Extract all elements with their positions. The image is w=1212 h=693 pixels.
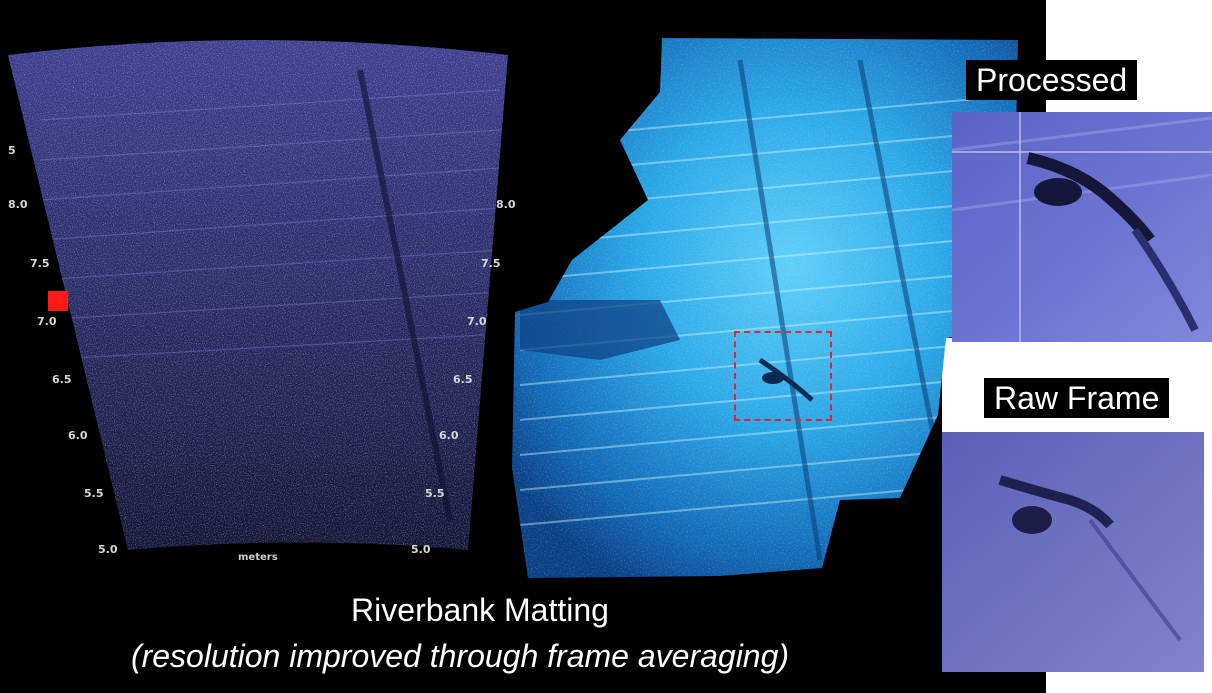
left-axis-tick: 6.0 [68,429,88,442]
left-axis-tick: 8.0 [8,198,28,211]
right-axis-tick: 7.0 [467,315,487,328]
left-axis-tick: 5.5 [84,487,104,500]
target-highlight-box [734,331,832,421]
raw-frame-inset [942,432,1204,672]
left-axis-tick: 5.0 [98,543,118,556]
left-axis-tick: 7.0 [37,315,57,328]
caption-title: Riverbank Matting [351,592,609,628]
axis-unit-label: meters [238,552,278,563]
left-axis-tick: 6.5 [52,373,72,386]
right-axis-tick: 6.0 [439,429,459,442]
right-axis-tick: 7.5 [481,257,501,270]
raw-frame-label: Raw Frame [984,378,1170,418]
right-axis-tick: 6.5 [453,373,473,386]
processed-inset [952,112,1212,342]
caption-subtitle: (resolution improved through frame avera… [130,638,790,674]
left-axis-tick: 7.5 [30,257,50,270]
right-axis-tick: 8.0 [496,198,516,211]
right-axis-tick: 5.5 [425,487,445,500]
processed-label: Processed [966,60,1138,100]
position-marker [48,291,68,311]
left-axis-tick: 5 [8,144,16,157]
right-axis-tick: 5.0 [411,543,431,556]
